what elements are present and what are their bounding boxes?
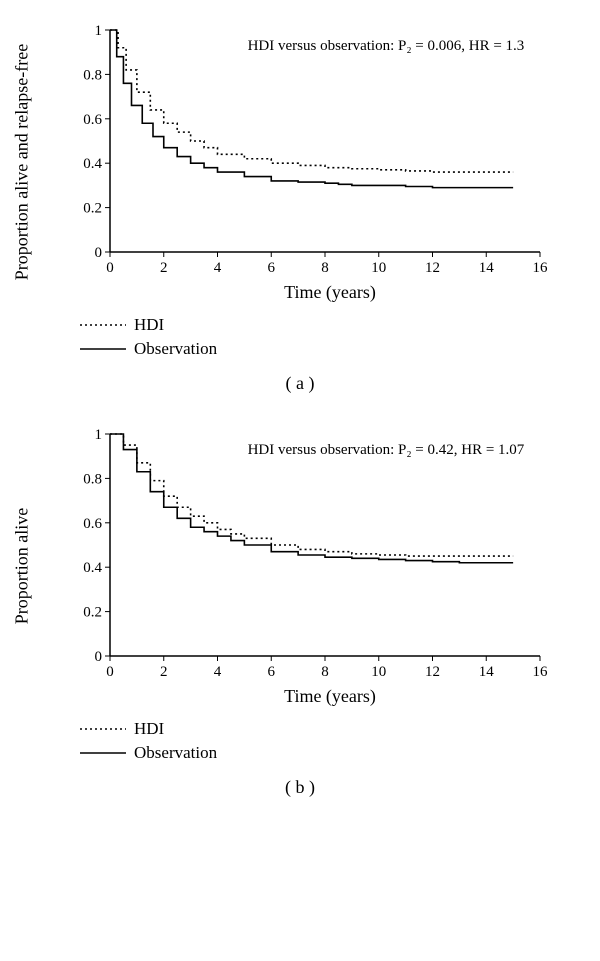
svg-text:0: 0	[106, 664, 114, 680]
svg-text:1: 1	[95, 23, 103, 39]
svg-text:HDI versus observation: P₂ = 0: HDI versus observation: P₂ = 0.42, HR = …	[248, 442, 525, 458]
svg-text:8: 8	[321, 260, 329, 276]
svg-text:0: 0	[95, 649, 103, 665]
legend-swatch-dotted	[80, 724, 126, 734]
panel-caption-b: ( b )	[10, 777, 590, 798]
svg-text:1: 1	[95, 427, 103, 443]
legend-b: HDI Observation	[80, 719, 590, 763]
svg-text:0.6: 0.6	[83, 516, 102, 532]
legend-label: HDI	[134, 315, 164, 335]
svg-text:0.4: 0.4	[83, 560, 102, 576]
svg-text:0: 0	[95, 245, 103, 261]
svg-text:2: 2	[160, 260, 168, 276]
svg-text:16: 16	[533, 260, 549, 276]
survival-chart-b: 0 2 4 6 8 10 12 14 16 0 0.2 0.4 0.6 0.8 1 HDI versus ob…	[70, 424, 550, 684]
chart-a-container: Proportion alive and relapse-free 024681…	[70, 20, 590, 303]
panel-a: Proportion alive and relapse-free 0 2 4 6 8 1…	[10, 20, 590, 394]
svg-text:8: 8	[321, 664, 329, 680]
svg-text:0.8: 0.8	[83, 471, 102, 487]
svg-text:14: 14	[479, 260, 495, 276]
panel-caption-a: ( a )	[10, 373, 590, 394]
svg-text:2: 2	[160, 664, 168, 680]
xlabel-b: Time (years)	[70, 686, 590, 707]
ylabel-a: Proportion alive and relapse-free	[12, 43, 33, 279]
svg-text:0.2: 0.2	[83, 605, 102, 621]
legend-label: Observation	[134, 743, 217, 763]
panel-b: Proportion alive 0 2 4 6 8 10 12 14 16 0 0.2 0.4 0.6…	[10, 424, 590, 798]
svg-text:16: 16	[533, 664, 549, 680]
legend-label: Observation	[134, 339, 217, 359]
svg-text:12: 12	[425, 664, 440, 680]
svg-text:14: 14	[479, 664, 495, 680]
svg-text:0.2: 0.2	[83, 201, 102, 217]
legend-a: HDI Observation	[80, 315, 590, 359]
legend-label: HDI	[134, 719, 164, 739]
legend-item-hdi: HDI	[80, 315, 590, 335]
legend-item-observation: Observation	[80, 339, 590, 359]
legend-swatch-dotted	[80, 320, 126, 330]
svg-text:6: 6	[268, 664, 276, 680]
chart-b-container: Proportion alive 024681012141600.20.40.6…	[70, 424, 590, 707]
svg-text:0: 0	[106, 260, 114, 276]
legend-item-observation: Observation	[80, 743, 590, 763]
svg-text:0.6: 0.6	[83, 112, 102, 128]
svg-text:12: 12	[425, 260, 440, 276]
svg-text:6: 6	[268, 260, 276, 276]
svg-text:10: 10	[371, 664, 386, 680]
ylabel-b: Proportion alive	[12, 507, 33, 623]
svg-text:HDI versus observation: P₂ = 0: HDI versus observation: P₂ = 0.006, HR =…	[248, 38, 525, 54]
svg-text:4: 4	[214, 260, 222, 276]
svg-text:0.8: 0.8	[83, 67, 102, 83]
svg-text:4: 4	[214, 664, 222, 680]
legend-swatch-solid	[80, 344, 126, 354]
svg-text:10: 10	[371, 260, 386, 276]
svg-text:0.4: 0.4	[83, 156, 102, 172]
legend-item-hdi: HDI	[80, 719, 590, 739]
legend-swatch-solid	[80, 748, 126, 758]
survival-chart-a: 0 2 4 6 8 10 12 14 16 0 0.2 0.4 0.6 0.8 1 HDI versus ob…	[70, 20, 550, 280]
xlabel-a: Time (years)	[70, 282, 590, 303]
